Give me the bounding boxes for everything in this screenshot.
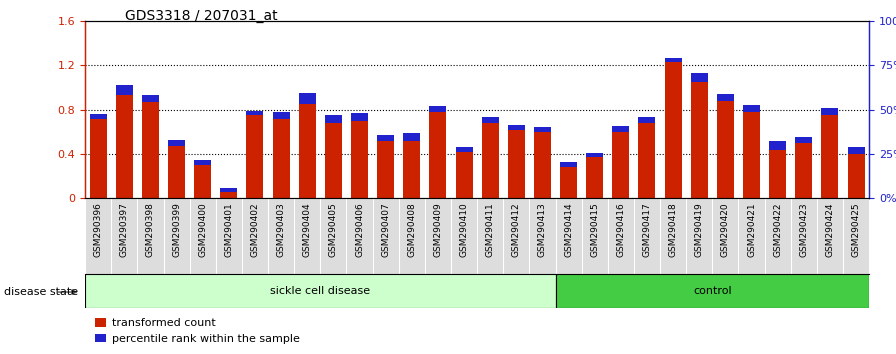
Text: GSM290396: GSM290396: [94, 202, 103, 257]
Text: sickle cell disease: sickle cell disease: [271, 286, 370, 296]
Text: GSM290424: GSM290424: [825, 202, 834, 257]
Bar: [298, 104, 315, 198]
Bar: [194, 160, 211, 165]
Text: GSM290409: GSM290409: [434, 202, 443, 257]
Bar: [142, 95, 159, 102]
Bar: [665, 62, 682, 198]
Bar: [116, 95, 133, 198]
Bar: [560, 162, 577, 167]
Bar: [90, 114, 107, 119]
Text: GSM290407: GSM290407: [381, 202, 390, 257]
Bar: [246, 111, 263, 115]
Bar: [116, 85, 133, 95]
Bar: [691, 82, 708, 198]
Text: GSM290411: GSM290411: [486, 202, 495, 257]
Bar: [90, 119, 107, 198]
Bar: [769, 149, 786, 198]
Text: GSM290404: GSM290404: [303, 202, 312, 257]
Text: GSM290398: GSM290398: [146, 202, 155, 257]
Bar: [508, 130, 525, 198]
Bar: [743, 112, 760, 198]
Bar: [586, 153, 603, 157]
Bar: [168, 139, 185, 146]
Text: GSM290419: GSM290419: [694, 202, 703, 257]
Bar: [220, 188, 237, 192]
Text: GSM290416: GSM290416: [616, 202, 625, 257]
Bar: [769, 141, 786, 149]
Bar: [142, 102, 159, 198]
Bar: [325, 115, 342, 123]
Text: GSM290423: GSM290423: [799, 202, 808, 257]
Bar: [665, 58, 682, 62]
Text: control: control: [693, 286, 732, 296]
Bar: [822, 115, 839, 198]
Bar: [85, 274, 556, 308]
Text: GSM290421: GSM290421: [747, 202, 756, 257]
Bar: [298, 93, 315, 104]
Text: GSM290400: GSM290400: [198, 202, 207, 257]
Bar: [377, 141, 394, 198]
Bar: [220, 192, 237, 198]
Text: GSM290402: GSM290402: [251, 202, 260, 257]
Text: GSM290401: GSM290401: [224, 202, 233, 257]
Bar: [639, 123, 656, 198]
Text: GSM290403: GSM290403: [277, 202, 286, 257]
Text: GSM290417: GSM290417: [642, 202, 651, 257]
Bar: [351, 121, 368, 198]
Bar: [508, 125, 525, 130]
Text: GSM290408: GSM290408: [408, 202, 417, 257]
Bar: [612, 132, 629, 198]
Bar: [534, 127, 551, 132]
Bar: [717, 101, 734, 198]
Bar: [351, 113, 368, 121]
Bar: [482, 123, 499, 198]
Bar: [429, 112, 446, 198]
Bar: [556, 274, 869, 308]
Bar: [246, 115, 263, 198]
Bar: [272, 112, 289, 119]
Text: GSM290422: GSM290422: [773, 202, 782, 257]
Text: GSM290415: GSM290415: [590, 202, 599, 257]
Bar: [586, 157, 603, 198]
Bar: [482, 118, 499, 123]
Bar: [743, 105, 760, 112]
Bar: [325, 123, 342, 198]
Text: disease state: disease state: [4, 287, 79, 297]
Bar: [691, 73, 708, 82]
Text: GDS3318 / 207031_at: GDS3318 / 207031_at: [125, 9, 278, 23]
Text: GSM290410: GSM290410: [460, 202, 469, 257]
Bar: [796, 143, 813, 198]
Text: GSM290397: GSM290397: [120, 202, 129, 257]
Bar: [429, 107, 446, 112]
Bar: [194, 165, 211, 198]
Bar: [612, 126, 629, 132]
Legend: transformed count, percentile rank within the sample: transformed count, percentile rank withi…: [90, 314, 304, 348]
Bar: [534, 132, 551, 198]
Bar: [717, 94, 734, 101]
Bar: [796, 137, 813, 143]
Text: GSM290418: GSM290418: [668, 202, 677, 257]
Text: GSM290399: GSM290399: [172, 202, 181, 257]
Text: GSM290412: GSM290412: [512, 202, 521, 257]
Bar: [455, 152, 472, 198]
Bar: [848, 154, 865, 198]
Text: GSM290413: GSM290413: [538, 202, 547, 257]
Text: GSM290405: GSM290405: [329, 202, 338, 257]
Bar: [403, 141, 420, 198]
Bar: [848, 147, 865, 154]
Bar: [560, 167, 577, 198]
Bar: [639, 118, 656, 123]
Bar: [455, 147, 472, 152]
Text: GSM290414: GSM290414: [564, 202, 573, 257]
Text: GSM290420: GSM290420: [721, 202, 730, 257]
Bar: [272, 119, 289, 198]
Bar: [377, 135, 394, 141]
Text: GSM290425: GSM290425: [851, 202, 860, 257]
Bar: [822, 108, 839, 115]
Text: GSM290406: GSM290406: [355, 202, 364, 257]
Bar: [168, 146, 185, 198]
Bar: [403, 133, 420, 141]
